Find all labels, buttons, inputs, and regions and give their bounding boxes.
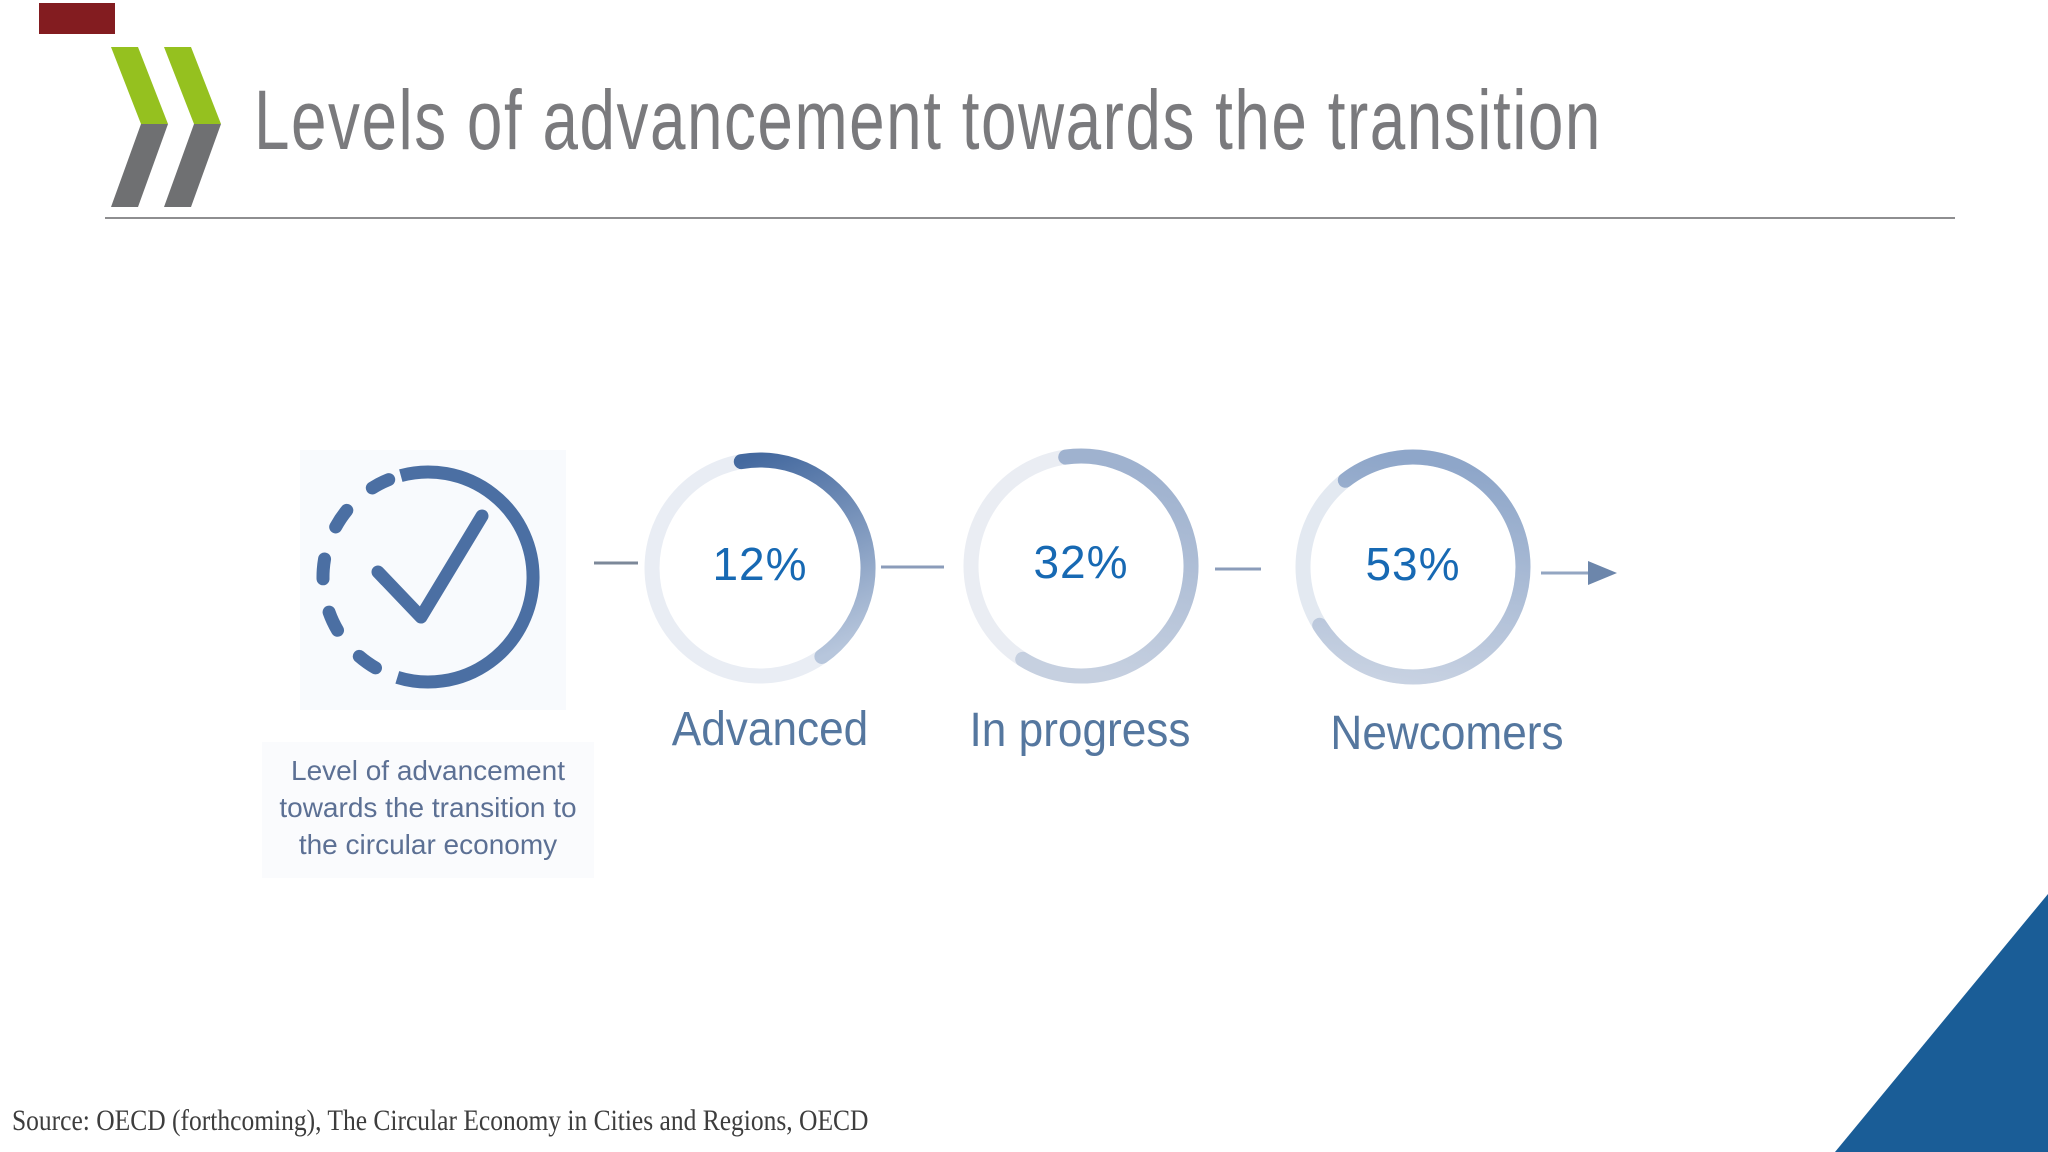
percent-newcomers: 53% xyxy=(1365,538,1461,590)
percent-in-progress: 32% xyxy=(1033,536,1129,588)
check-icon-caption: Level of advancement towards the transit… xyxy=(250,752,606,863)
caption-line-2: towards the transition to xyxy=(279,792,577,823)
check-icon-tile xyxy=(300,450,566,710)
logo-chevron-1 xyxy=(111,47,168,207)
arrow-right-icon xyxy=(1541,561,1617,585)
header-divider xyxy=(105,217,1955,219)
red-accent-mark xyxy=(39,3,115,34)
caption-line-3: the circular economy xyxy=(298,829,558,860)
source-note: Source: OECD (forthcoming), The Circular… xyxy=(12,1104,869,1137)
logo-chevron-2 xyxy=(164,47,221,207)
corner-triangle-decoration xyxy=(1835,894,2048,1152)
slide-title: Levels of advancement towards the transi… xyxy=(254,73,1602,167)
label-newcomers: Newcomers xyxy=(1330,707,1564,760)
caption-tile xyxy=(262,742,594,878)
percent-advanced: 12% xyxy=(712,538,808,590)
label-in-progress: In progress xyxy=(969,704,1191,757)
label-advanced: Advanced xyxy=(671,703,869,756)
caption-line-1: Level of advancement xyxy=(291,755,565,786)
oecd-logo xyxy=(111,47,221,207)
